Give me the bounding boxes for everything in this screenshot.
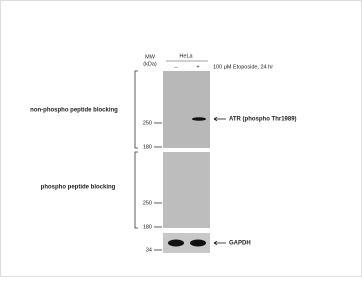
- marker-label: 34: [146, 247, 152, 253]
- figure: MW (kDa) HeLa – + 100 μM Etoposide, 24 h…: [0, 0, 362, 277]
- target-label: ATR (phospho Thr1989): [229, 117, 297, 123]
- marker-label: 180: [143, 224, 152, 230]
- cell-line: HeLa: [179, 53, 193, 59]
- blot-panel: [163, 71, 210, 148]
- marker-label: 250: [143, 120, 152, 126]
- band: [168, 240, 184, 247]
- lane-plus: +: [196, 64, 199, 70]
- blot-panel: [163, 152, 210, 228]
- marker-label: 250: [143, 200, 152, 206]
- band: [190, 240, 206, 247]
- treatment: 100 μM Etoposide, 24 hr: [213, 64, 273, 70]
- target-label: GAPDH: [229, 241, 251, 247]
- band: [192, 117, 206, 121]
- panel-label: non-phospho peptide blocking: [30, 108, 118, 114]
- kda-label: (kDa): [143, 61, 157, 67]
- panel-label: phospho peptide blocking: [41, 185, 116, 191]
- marker-label: 180: [143, 144, 152, 150]
- mw-label: MW: [145, 54, 156, 60]
